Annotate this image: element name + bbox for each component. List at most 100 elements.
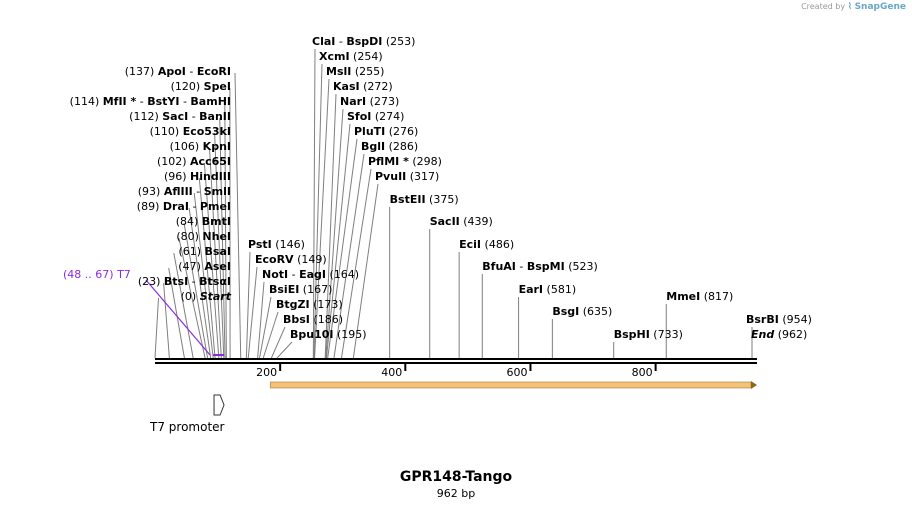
site-separator: - bbox=[188, 275, 200, 288]
cut-site-line bbox=[247, 266, 258, 359]
t7-promoter-label: T7 promoter bbox=[150, 420, 225, 434]
site-label-right: EarI (581) bbox=[519, 283, 577, 297]
site-label-mid: PflMI * (298) bbox=[368, 155, 442, 169]
site-position: (195) bbox=[333, 328, 367, 341]
cut-site-line bbox=[198, 177, 216, 359]
site-label-left: (112) SacI - BanII bbox=[129, 110, 231, 124]
enzyme-name: End bbox=[751, 328, 775, 341]
enzyme-name: PstI bbox=[248, 238, 272, 251]
site-position: (106) bbox=[169, 140, 203, 153]
enzyme-name: BspDI bbox=[346, 35, 383, 48]
site-label-right: EciI (486) bbox=[459, 238, 514, 252]
enzyme-name: SfoI bbox=[347, 110, 372, 123]
site-position: (272) bbox=[359, 80, 393, 93]
enzyme-name: Start bbox=[199, 290, 231, 303]
enzyme-name: SacI bbox=[162, 110, 189, 123]
site-label-left: (120) SpeI bbox=[171, 80, 231, 94]
site-position: (273) bbox=[366, 95, 400, 108]
site-position: (255) bbox=[351, 65, 385, 78]
enzyme-name: EagI bbox=[299, 268, 326, 281]
enzyme-name: Acc65I bbox=[190, 155, 231, 168]
enzyme-name: BsgI bbox=[552, 305, 580, 318]
site-position: (149) bbox=[293, 253, 327, 266]
tick-label: 200 bbox=[256, 366, 277, 379]
site-position: (114) bbox=[69, 95, 103, 108]
site-label-lower: BbsI (186) bbox=[283, 313, 343, 327]
enzyme-name: Bpu10I bbox=[290, 328, 334, 341]
cut-site-line bbox=[276, 341, 293, 359]
tick-label: 800 bbox=[632, 366, 653, 379]
site-position: (817) bbox=[700, 290, 734, 303]
cut-site-line bbox=[312, 48, 316, 359]
site-label-mid: KasI (272) bbox=[333, 80, 393, 94]
site-label-lower: EcoRV (149) bbox=[255, 253, 327, 267]
site-separator: - bbox=[192, 185, 204, 198]
enzyme-name: DraI bbox=[162, 200, 189, 213]
site-label-right: BspHI (733) bbox=[614, 328, 683, 342]
tick-label: 600 bbox=[506, 366, 527, 379]
cut-site-line bbox=[313, 63, 323, 359]
site-position: (523) bbox=[564, 260, 598, 273]
site-position: (635) bbox=[579, 305, 613, 318]
site-position: (93) bbox=[137, 185, 164, 198]
enzyme-name: SpeI bbox=[203, 80, 231, 93]
enzyme-name: BbsI bbox=[283, 313, 310, 326]
site-label-left: (80) NheI bbox=[176, 230, 231, 244]
map-length: 962 bp bbox=[436, 487, 476, 500]
site-label-left: (137) ApoI - EcoRI bbox=[125, 65, 231, 79]
site-position: (439) bbox=[459, 215, 493, 228]
enzyme-name: BmtI bbox=[201, 215, 231, 228]
cut-site-line bbox=[173, 252, 194, 359]
enzyme-name: ClaI bbox=[312, 35, 336, 48]
enzyme-name: SacII bbox=[429, 215, 460, 228]
enzyme-name: PluTI bbox=[354, 125, 386, 138]
site-label-left: (102) Acc65I bbox=[157, 155, 231, 169]
enzyme-name: BsaI bbox=[204, 245, 231, 258]
feature-mark bbox=[213, 354, 225, 356]
site-position: (962) bbox=[774, 328, 808, 341]
site-label-left: (110) Eco53kI bbox=[150, 125, 231, 139]
enzyme-name: ApoI bbox=[157, 65, 186, 78]
cut-site-line bbox=[178, 237, 206, 359]
cut-site-line bbox=[262, 311, 279, 359]
site-label-right: SacII (439) bbox=[430, 215, 493, 229]
enzyme-name: MfII * bbox=[102, 95, 137, 108]
feature-label-t7: (48 .. 67) T7 bbox=[63, 268, 131, 282]
enzyme-name: EarI bbox=[518, 283, 544, 296]
cut-site-line bbox=[352, 183, 379, 359]
site-separator: - bbox=[288, 268, 300, 281]
site-position: (254) bbox=[349, 50, 383, 63]
site-position: (23) bbox=[137, 275, 164, 288]
site-label-right: End (962) bbox=[751, 328, 807, 342]
site-position: (47) bbox=[178, 260, 205, 273]
site-label-lower: PstI (146) bbox=[248, 238, 305, 252]
site-separator: - bbox=[515, 260, 527, 273]
cut-site-line bbox=[168, 267, 185, 359]
enzyme-name: NarI bbox=[340, 95, 367, 108]
site-position: (120) bbox=[170, 80, 204, 93]
enzyme-name: HindIII bbox=[190, 170, 231, 183]
site-position: (89) bbox=[136, 200, 163, 213]
site-separator: - bbox=[188, 110, 200, 123]
site-position: (733) bbox=[649, 328, 683, 341]
cut-site-line bbox=[327, 138, 358, 359]
cut-site-line bbox=[333, 153, 365, 359]
site-position: (298) bbox=[408, 155, 442, 168]
enzyme-name: EcoRI bbox=[196, 65, 231, 78]
cut-site-line bbox=[325, 123, 351, 359]
site-position: (167) bbox=[299, 283, 333, 296]
credit-brand: SnapGene bbox=[854, 2, 906, 12]
enzyme-name: BstYI bbox=[147, 95, 180, 108]
cut-site-line bbox=[214, 132, 225, 359]
enzyme-name: NotI bbox=[262, 268, 289, 281]
enzyme-name: BtsαI bbox=[199, 275, 231, 288]
enzyme-name: BsiEI bbox=[269, 283, 300, 296]
enzyme-name: PmeI bbox=[199, 200, 231, 213]
site-label-mid: NarI (273) bbox=[340, 95, 399, 109]
enzyme-name: AseI bbox=[204, 260, 231, 273]
feature-pointer-line bbox=[145, 279, 211, 356]
credit-prefix: Created by bbox=[801, 2, 846, 11]
promoter-arrow-icon bbox=[213, 394, 225, 416]
enzyme-name: BamHI bbox=[190, 95, 231, 108]
